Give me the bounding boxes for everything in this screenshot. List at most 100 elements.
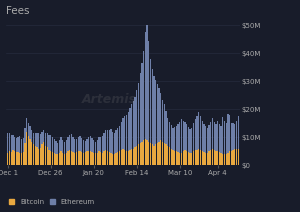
Bar <box>121 122 122 150</box>
Bar <box>52 137 53 152</box>
Bar <box>24 143 26 165</box>
Bar <box>110 153 112 165</box>
Bar <box>215 151 217 165</box>
Bar <box>177 152 179 165</box>
Bar <box>236 149 237 165</box>
Bar <box>150 143 151 165</box>
Bar <box>29 126 31 139</box>
Bar <box>11 152 12 165</box>
Bar <box>170 149 172 165</box>
Bar <box>22 138 24 152</box>
Bar <box>21 153 22 165</box>
Bar <box>196 150 198 165</box>
Bar <box>116 153 117 165</box>
Bar <box>129 150 130 165</box>
Bar <box>97 153 98 165</box>
Bar <box>48 150 50 165</box>
Bar <box>19 153 20 165</box>
Bar <box>136 90 137 146</box>
Bar <box>79 151 81 165</box>
Bar <box>86 139 88 151</box>
Bar <box>143 51 144 140</box>
Bar <box>59 153 60 165</box>
Bar <box>148 41 149 142</box>
Bar <box>208 125 210 151</box>
Bar <box>41 132 43 144</box>
Bar <box>103 133 105 151</box>
Bar <box>226 154 227 165</box>
Bar <box>105 150 106 165</box>
Bar <box>73 152 74 165</box>
Bar <box>114 154 115 165</box>
Bar <box>195 119 196 150</box>
Bar <box>81 152 82 165</box>
Bar <box>67 137 69 151</box>
Bar <box>191 128 193 153</box>
Bar <box>205 153 206 165</box>
Bar <box>78 151 79 165</box>
Bar <box>176 126 177 151</box>
Bar <box>203 152 205 165</box>
Bar <box>17 152 19 165</box>
Bar <box>143 140 144 165</box>
Bar <box>57 154 58 165</box>
Bar <box>28 136 29 165</box>
Bar <box>150 59 151 143</box>
Bar <box>81 138 82 152</box>
Bar <box>74 153 76 165</box>
Bar <box>26 118 27 132</box>
Bar <box>183 121 184 151</box>
Bar <box>214 150 215 165</box>
Bar <box>17 137 19 152</box>
Bar <box>88 151 89 165</box>
Bar <box>162 142 163 165</box>
Bar <box>109 152 110 165</box>
Bar <box>112 154 113 165</box>
Bar <box>138 144 139 165</box>
Bar <box>92 138 93 152</box>
Bar <box>112 132 113 154</box>
Bar <box>184 122 186 150</box>
Bar <box>122 118 124 149</box>
Bar <box>95 153 96 165</box>
Bar <box>66 140 67 153</box>
Bar <box>145 32 146 139</box>
Bar <box>95 142 96 153</box>
Bar <box>71 134 72 151</box>
Bar <box>158 88 160 142</box>
Bar <box>202 151 203 165</box>
Bar <box>226 123 227 154</box>
Bar <box>155 144 156 165</box>
Bar <box>190 153 191 165</box>
Bar <box>162 100 163 142</box>
Bar <box>12 150 14 165</box>
Bar <box>183 151 184 165</box>
Bar <box>114 133 115 154</box>
Bar <box>50 135 51 151</box>
Bar <box>90 151 91 165</box>
Bar <box>105 130 106 150</box>
Bar <box>26 132 27 165</box>
Bar <box>136 146 137 165</box>
Bar <box>36 133 38 147</box>
Bar <box>46 133 48 147</box>
Bar <box>16 138 17 152</box>
Bar <box>53 139 55 153</box>
Bar <box>160 93 161 140</box>
Bar <box>21 139 22 153</box>
Bar <box>85 141 86 152</box>
Bar <box>177 124 179 152</box>
Bar <box>50 151 51 165</box>
Bar <box>172 150 173 165</box>
Bar <box>124 150 125 165</box>
Bar <box>152 69 153 144</box>
Bar <box>141 142 142 165</box>
Bar <box>167 118 168 146</box>
Bar <box>119 151 120 165</box>
Bar <box>220 153 222 165</box>
Bar <box>43 130 44 142</box>
Bar <box>24 128 26 143</box>
Bar <box>122 149 124 165</box>
Bar <box>109 130 110 152</box>
Bar <box>181 119 182 153</box>
